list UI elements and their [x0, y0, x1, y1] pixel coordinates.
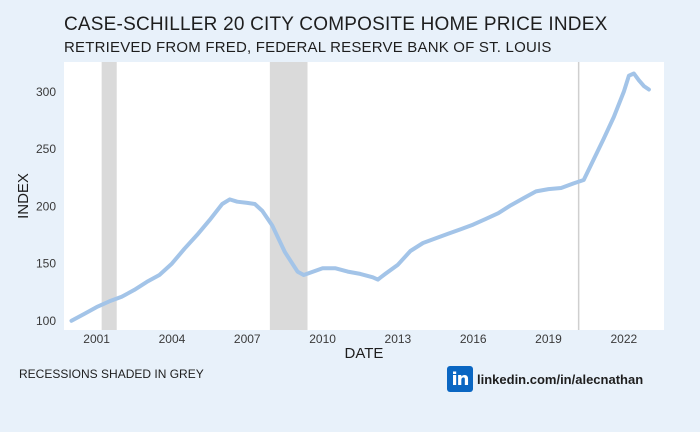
linkedin-url[interactable]: linkedin.com/in/alecnathan [477, 371, 644, 387]
x-tick-label: 2010 [309, 332, 336, 346]
y-axis-label: INDEX [15, 173, 32, 219]
x-axis-label: DATE [345, 345, 384, 362]
recession-bands [101, 62, 308, 330]
x-tick-label: 2022 [610, 332, 637, 346]
recession-band-1 [101, 62, 117, 330]
index-series-line [69, 71, 651, 323]
y-axis-ticks: 100 150 200 250 300 [36, 85, 56, 328]
y-tick-label: 300 [36, 85, 56, 99]
x-tick-label: 2019 [535, 332, 562, 346]
y-tick-label: 200 [36, 199, 56, 213]
y-tick-label: 100 [36, 314, 56, 328]
x-tick-label: 2013 [385, 332, 412, 346]
y-tick-label: 250 [36, 142, 56, 156]
x-tick-label: 2001 [83, 332, 110, 346]
chart-subtitle: RETRIEVED FROM FRED, FEDERAL RESERVE BAN… [64, 39, 552, 56]
y-tick-label: 150 [36, 257, 56, 271]
x-tick-label: 2007 [234, 332, 261, 346]
linkedin-logo-icon: in [447, 366, 473, 392]
linkedin-credit[interactable]: in linkedin.com/in/alecnathan [447, 366, 643, 392]
plot-background [64, 62, 664, 330]
chart-title: CASE-SCHILLER 20 CITY COMPOSITE HOME PRI… [64, 14, 608, 35]
x-tick-label: 2004 [159, 332, 186, 346]
x-tick-label: 2016 [460, 332, 487, 346]
recession-caption: RECESSIONS SHADED IN GREY [19, 367, 204, 381]
recession-band-2 [269, 62, 308, 330]
x-axis-ticks: 2001 2004 2007 2010 2013 2016 2019 2022 [83, 332, 637, 346]
